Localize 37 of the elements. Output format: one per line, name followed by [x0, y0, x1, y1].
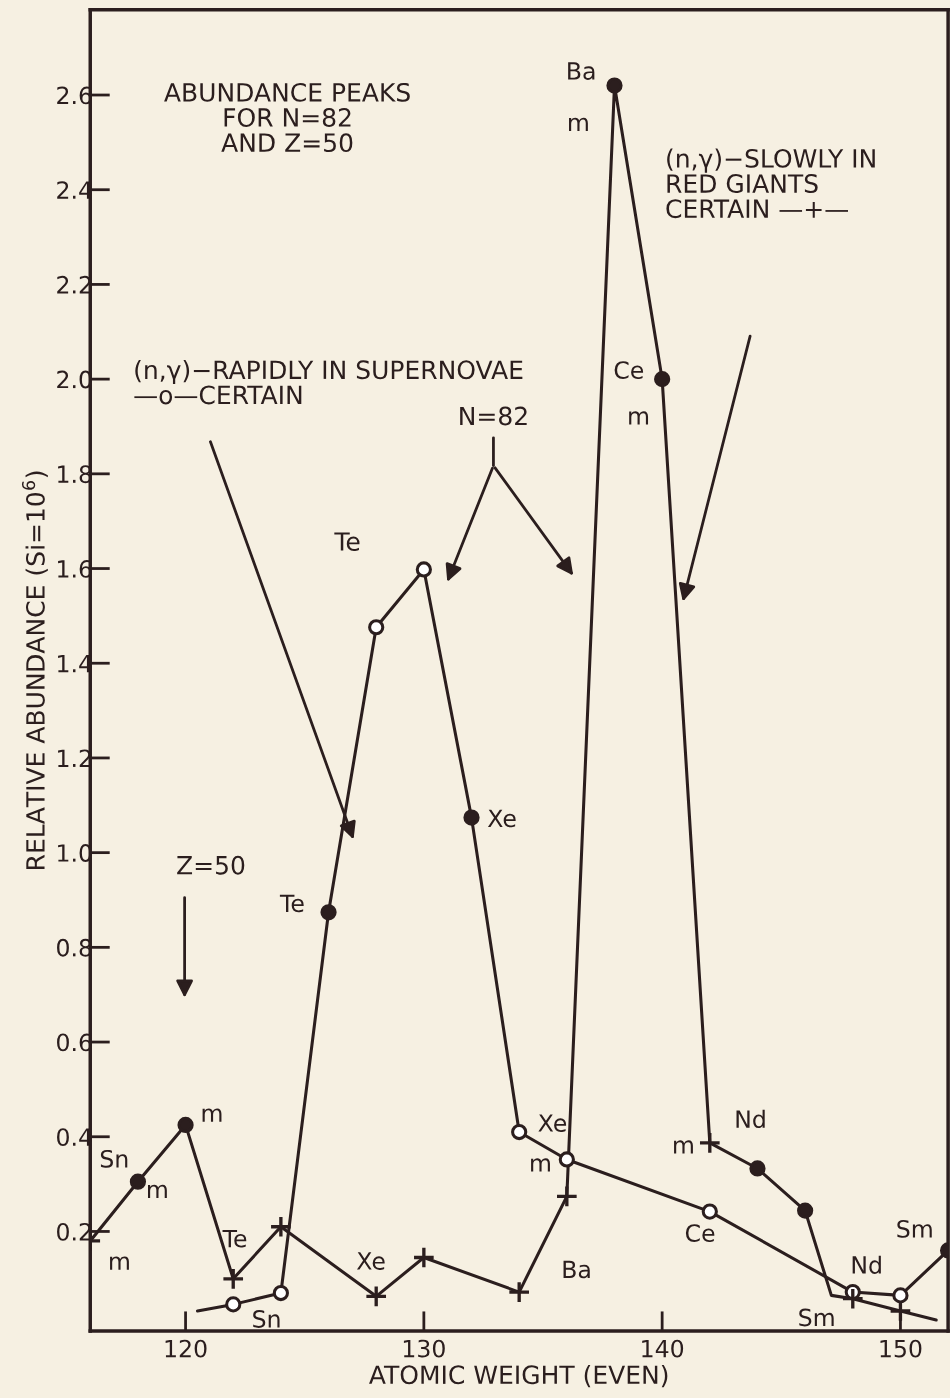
annotation: m — [110, 1256, 129, 1270]
annotation: ABUNDANCE PEAKS FOR N=82 AND Z=50 — [164, 82, 410, 153]
annotation: m — [629, 411, 649, 425]
annotation: Sm — [897, 1219, 932, 1238]
annotation: Nd — [736, 1109, 765, 1129]
x-tick-label: 140 — [642, 1339, 684, 1358]
annotation: Te — [279, 894, 304, 913]
annotation: Te — [222, 1229, 247, 1248]
annotation: Nd — [852, 1255, 881, 1274]
annotation: m — [569, 117, 588, 131]
y-tick-label: 0.4 — [57, 1128, 92, 1147]
annotation: Sm — [799, 1308, 834, 1327]
annotation: (n,γ)−RAPIDLY IN SUPERNOVAE —o—CERTAIN — [134, 359, 523, 405]
annotation: Ce — [685, 1224, 715, 1243]
annotation: (n,γ)−SLOWLY IN RED GIANTS CERTAIN —+— — [666, 148, 875, 219]
x-tick-label: 120 — [165, 1339, 207, 1358]
annotation: Ce — [614, 361, 644, 380]
y-tick-label: 1.4 — [58, 654, 92, 673]
annotation: Te — [334, 532, 360, 551]
annotation: Xe — [538, 1114, 567, 1132]
annotation: m — [202, 1108, 222, 1122]
annotation: Sn — [100, 1149, 128, 1168]
annotation: Xe — [356, 1252, 385, 1270]
x-axis-title: ATOMIC WEIGHT (EVEN) — [369, 1364, 668, 1388]
annotation: Sn — [253, 1310, 280, 1328]
annotation: Z=50 — [177, 855, 245, 875]
annotation: m — [148, 1184, 167, 1198]
annotation: N=82 — [460, 406, 527, 426]
y-tick-label: 2.4 — [57, 181, 92, 199]
annotation: Ba — [563, 1260, 590, 1279]
annotation: m — [531, 1158, 550, 1172]
annotation: Ba — [568, 62, 595, 80]
annotation: Xe — [487, 809, 516, 828]
x-tick-label: 150 — [880, 1339, 922, 1358]
annotation: m — [674, 1140, 693, 1154]
x-tick-label: 130 — [403, 1339, 445, 1358]
y-axis-title: RELATIVE ABUNDANCE (Si=10$^{6}$) — [21, 471, 48, 869]
